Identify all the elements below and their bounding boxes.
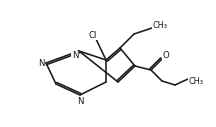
Text: N: N [77, 98, 83, 107]
Text: Cl: Cl [89, 30, 97, 39]
Text: CH₃: CH₃ [152, 21, 167, 30]
Text: O: O [163, 52, 169, 60]
Text: N: N [38, 59, 44, 67]
Text: CH₃: CH₃ [189, 76, 203, 85]
Text: N: N [72, 52, 78, 60]
